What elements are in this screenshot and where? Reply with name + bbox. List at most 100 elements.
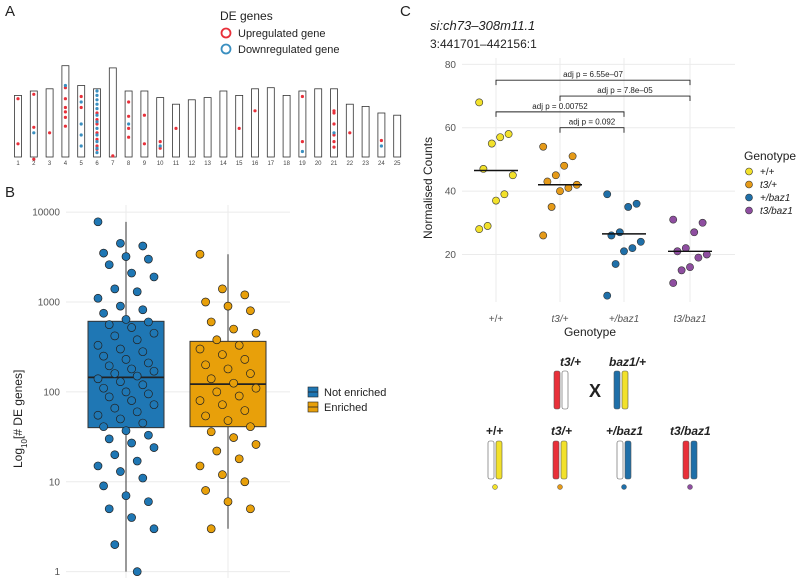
legend-c-label: +/baz1 <box>760 193 790 204</box>
upregulated-gene-dot <box>48 131 52 135</box>
chromosome-10 <box>156 97 165 158</box>
data-point-1 <box>195 461 205 471</box>
chromosome-9 <box>140 90 149 158</box>
offspring-t3-chromosomes-marker <box>557 484 563 490</box>
downregulated-gene-dot <box>32 131 36 135</box>
data-point-1 <box>195 344 205 354</box>
data-point-1 <box>246 504 255 514</box>
chromosome-pairs <box>487 370 698 490</box>
chart-c-subtitle: 3:441701–442156:1 <box>430 37 537 51</box>
upregulated-gene-dot <box>158 146 162 150</box>
data-point-0 <box>110 403 120 413</box>
upregulated-gene-dot <box>142 142 146 146</box>
data-point-0 <box>121 355 131 364</box>
downregulated-gene-dot <box>95 107 99 111</box>
parent2-chromosomes-right <box>621 370 629 410</box>
offspring-t3baz1-chromosomes-marker <box>687 484 693 490</box>
data-point-0 <box>99 422 108 432</box>
data-point-1 <box>246 422 255 432</box>
chromosome-label-18: 18 <box>283 161 290 167</box>
data-point-1 <box>240 477 250 487</box>
legend-c-marker <box>745 167 753 176</box>
offspring-baz1-chromosomes-marker <box>621 484 627 490</box>
downregulated-gene-dot <box>79 133 83 137</box>
downregulated-gene-dot <box>95 126 99 130</box>
genotype-point-2 <box>632 199 641 208</box>
upregulated-gene-dot <box>95 131 99 135</box>
upregulated-gene-dot <box>142 113 146 117</box>
downregulated-legend-marker <box>220 43 232 55</box>
upregulated-gene-dot <box>332 122 336 126</box>
chart-c-title: si:ch73–308m11.1 <box>430 18 535 33</box>
data-point-1 <box>251 383 261 393</box>
offspring-t3baz1-chromosomes-right <box>690 440 698 480</box>
data-point-0 <box>93 340 103 350</box>
chromosome-label-15: 15 <box>236 161 243 167</box>
genotype-point-3 <box>686 263 694 272</box>
offspring-wt-chromosomes-right <box>495 440 503 480</box>
data-point-0 <box>104 434 114 444</box>
data-point-0 <box>121 387 131 397</box>
cross-diagram: t3/+ baz1/+ X +/+ t3/+ +/baz1 t3/baz1 <box>486 355 711 490</box>
data-point-0 <box>138 305 148 315</box>
upregulated-gene-dot <box>95 122 99 126</box>
downregulated-gene-dot <box>95 102 99 106</box>
upregulated-gene-dot <box>332 145 336 149</box>
panel-label-b: B <box>5 184 15 201</box>
genotype-point-2 <box>611 260 620 268</box>
downregulated-gene-dot <box>95 146 99 150</box>
data-point-0 <box>104 260 114 270</box>
data-point-0 <box>127 323 136 332</box>
upregulated-gene-dot <box>95 111 99 115</box>
data-point-1 <box>201 486 210 495</box>
chromosome-22 <box>345 103 354 158</box>
data-point-1 <box>206 524 216 534</box>
chromosome-label-1: 1 <box>16 161 20 167</box>
downregulated-gene-dot <box>79 122 83 126</box>
upregulated-gene-dot <box>300 94 304 99</box>
legend-c-label: +/+ <box>760 167 775 178</box>
parent2-chromosomes-left <box>613 370 621 410</box>
data-point-0 <box>116 301 125 311</box>
y-tick-label-c: 20 <box>445 250 457 261</box>
downregulated-gene-dot <box>158 144 162 148</box>
data-point-1 <box>223 497 233 507</box>
genotype-point-0 <box>504 130 513 138</box>
chromosome-label-8: 8 <box>127 161 131 167</box>
offspring-wt-label: +/+ <box>486 424 503 438</box>
data-point-0 <box>149 524 159 534</box>
upregulated-gene-dot <box>16 142 20 146</box>
upregulated-gene-dot <box>127 135 131 139</box>
chromosome-label-19: 19 <box>299 161 306 167</box>
genotype-point-2 <box>615 228 624 237</box>
genotype-point-0 <box>475 225 484 234</box>
genotype-point-3 <box>690 228 699 237</box>
upregulated-gene-dot <box>32 125 36 129</box>
chromosome-label-14: 14 <box>220 161 227 167</box>
y-ticks-c: 20 40 60 80 <box>445 60 457 261</box>
data-point-1 <box>206 317 216 327</box>
data-point-0 <box>93 461 103 471</box>
genotype-point-0 <box>483 222 492 230</box>
legend-c-marker <box>745 193 753 202</box>
x-tick-label-c: +/+ <box>489 314 504 325</box>
upregulated-gene-dot <box>158 140 162 144</box>
parent1-label: t3/+ <box>560 355 581 369</box>
chromosome-3 <box>45 88 54 158</box>
data-point-1 <box>218 400 227 410</box>
data-point-0 <box>110 450 120 460</box>
y-tick-label-b: 10 <box>49 477 61 488</box>
data-point-0 <box>116 467 125 476</box>
data-point-0 <box>99 351 108 361</box>
legend-c-title: Genotype <box>744 149 796 163</box>
chromosome-label-16: 16 <box>252 161 259 167</box>
chromosome-bars <box>14 65 402 158</box>
significance-bracket <box>495 111 625 117</box>
data-point-0 <box>121 491 131 501</box>
chromosome-label-22: 22 <box>346 161 353 167</box>
legend-c-marker <box>745 206 753 215</box>
data-point-0 <box>149 400 159 410</box>
data-point-1 <box>240 406 250 415</box>
chromosome-label-24: 24 <box>378 161 385 167</box>
